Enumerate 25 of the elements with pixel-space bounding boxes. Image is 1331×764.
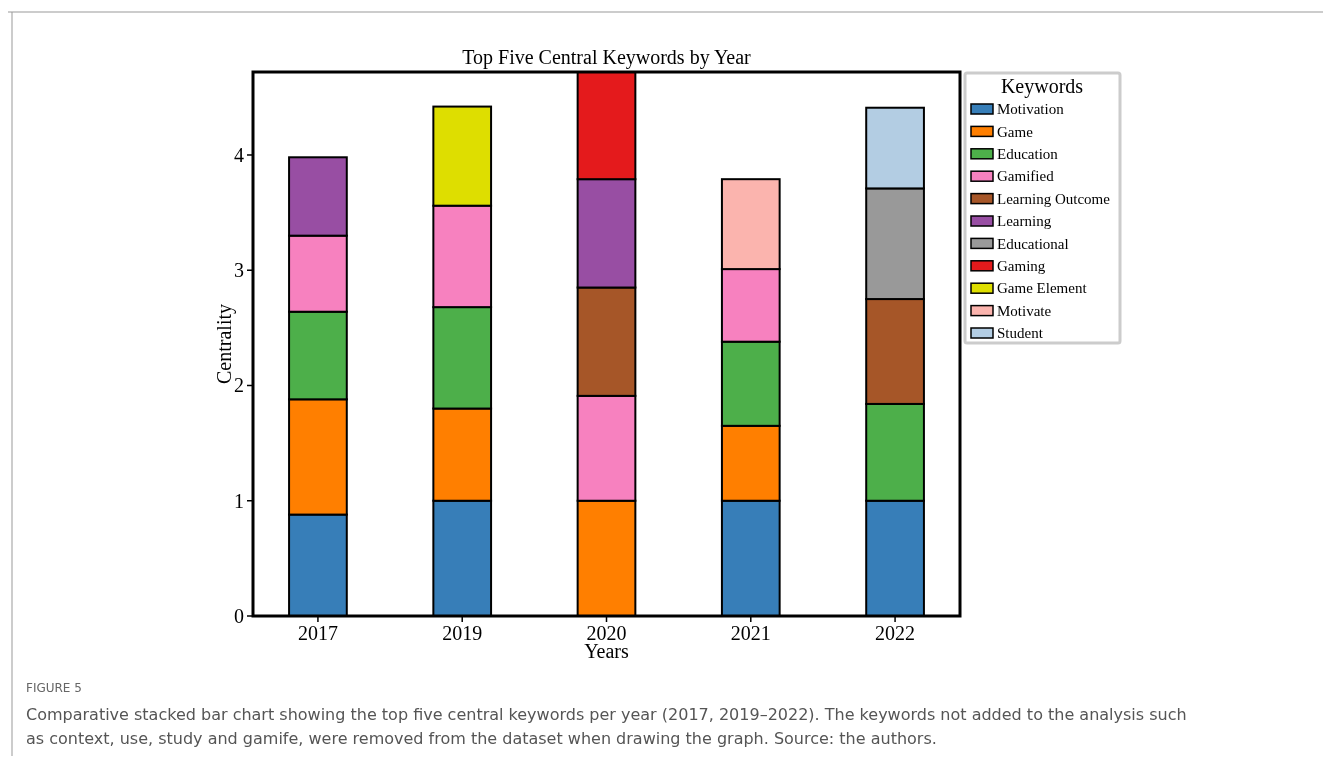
x-tick-label: 2021 — [730, 622, 771, 644]
chart-title: Top Five Central Keywords by Year — [462, 46, 752, 69]
y-tick-label: 4 — [234, 143, 244, 166]
legend-label: Motivation — [997, 101, 1065, 118]
legend-label: Game Element — [997, 280, 1088, 297]
x-tick-label: 2019 — [442, 622, 483, 644]
legend-label: Learning — [997, 213, 1052, 230]
legend-label: Motivate — [997, 302, 1052, 319]
text: Comparative stacked bar chart showing the top five central keywords per year (2017, 2019–2022). The keywords not added to the analysis such as context, use, study and gamife, were removed from the dataset when drawing the graph. Source: the authors. — [26, 705, 1187, 748]
x-tick-label: 2017 — [297, 622, 338, 644]
legend-label: Gaming — [997, 258, 1046, 275]
y-tick-label: 1 — [234, 489, 244, 512]
y-tick-label: 3 — [234, 259, 244, 282]
x-tick-label: 2022 — [875, 622, 916, 644]
legend-title: Keywords — [1000, 75, 1084, 98]
legend-label: Gamified — [997, 168, 1055, 185]
y-tick-label: 0 — [234, 605, 244, 627]
legend-label: Educational — [997, 235, 1069, 252]
y-axis-title: Centrality — [213, 304, 236, 384]
legend-label: Student — [997, 325, 1044, 342]
legend-label: Game — [997, 123, 1034, 140]
legend-label: Education — [997, 146, 1059, 163]
legend-label: Learning Outcome — [997, 190, 1111, 207]
caption: FIGURE 5 — [26, 681, 82, 695]
y-tick-label: 2 — [234, 374, 244, 397]
